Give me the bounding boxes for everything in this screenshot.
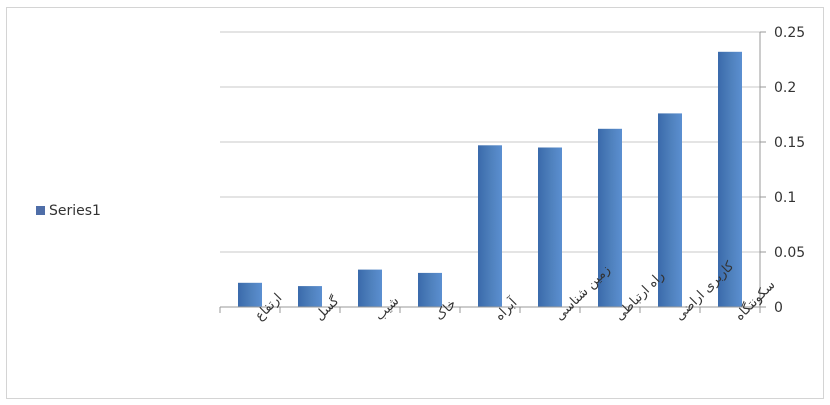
bar (598, 128, 622, 307)
bars (238, 51, 742, 308)
bar (538, 147, 562, 307)
bar (478, 145, 502, 307)
bar (238, 282, 262, 307)
y-tick-label: 0.1 (774, 190, 796, 206)
bar (718, 51, 742, 307)
axes (219, 31, 766, 313)
chart-frame (6, 7, 824, 399)
y-tick-label: 0 (774, 300, 783, 316)
bar (658, 113, 682, 308)
bar (418, 272, 442, 307)
legend-label: Series1 (49, 203, 101, 219)
y-tick-label: 0.25 (774, 25, 805, 41)
y-tick-label: 0.05 (774, 245, 805, 261)
y-tick-label: 0.2 (774, 80, 796, 96)
bar (358, 269, 382, 307)
legend-swatch (36, 206, 45, 215)
bar (298, 286, 322, 307)
y-tick-label: 0.15 (774, 135, 805, 151)
legend: Series1 (36, 203, 101, 219)
y-tick-labels: 0 0.05 0.1 0.15 0.2 0.25 (774, 25, 805, 316)
